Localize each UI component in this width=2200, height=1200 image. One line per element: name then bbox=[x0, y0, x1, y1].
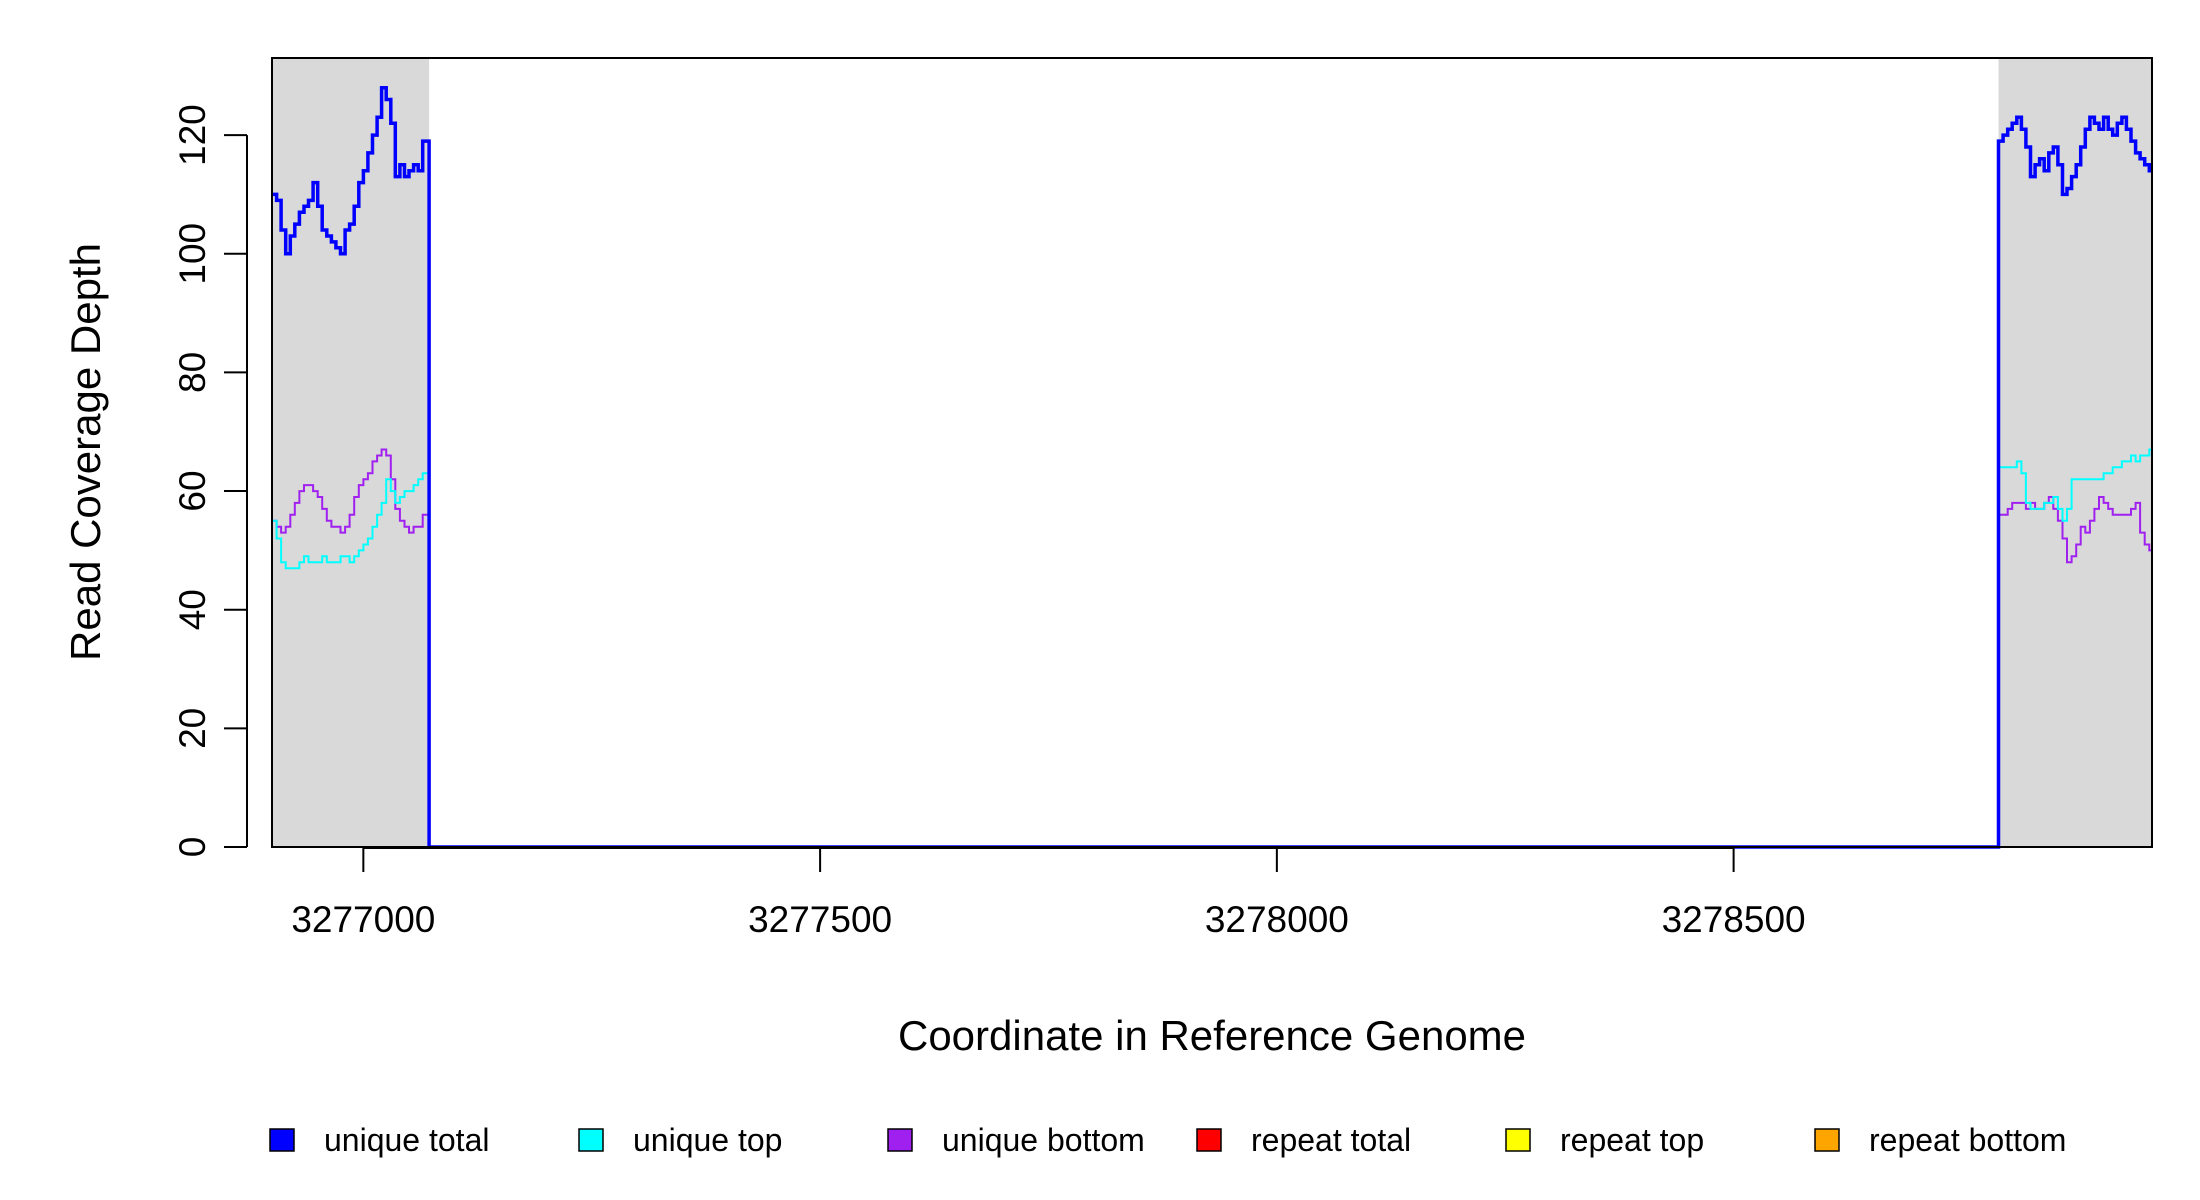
y-tick-label: 20 bbox=[172, 708, 213, 749]
x-axis: 3277000 3277500 3278000 3278500 bbox=[291, 847, 1806, 940]
legend-swatch-repeat-total bbox=[1196, 1128, 1222, 1152]
y-tick-label: 80 bbox=[172, 352, 213, 393]
y-tick-label: 100 bbox=[172, 223, 213, 285]
y-tick-label: 60 bbox=[172, 470, 213, 511]
legend-label-repeat-top: repeat top bbox=[1560, 1122, 1704, 1158]
x-tick-label: 3278500 bbox=[1662, 899, 1806, 940]
x-axis-title: Coordinate in Reference Genome bbox=[898, 1012, 1526, 1059]
y-tick-label: 0 bbox=[172, 837, 213, 858]
shaded-region-1 bbox=[272, 58, 430, 847]
legend-swatch-repeat-bottom bbox=[1814, 1128, 1840, 1152]
series-line-unique-total bbox=[272, 85, 2152, 849]
y-axis: 0 20 40 60 80 100 120 bbox=[172, 104, 248, 858]
y-tick-label: 120 bbox=[172, 104, 213, 166]
plot-frame bbox=[271, 57, 2153, 848]
legend-label-unique-top: unique top bbox=[633, 1122, 782, 1158]
series-line-unique-bottom bbox=[272, 448, 2152, 848]
series-lines bbox=[272, 85, 2152, 849]
shaded-regions bbox=[272, 58, 2152, 847]
legend-label-unique-total: unique total bbox=[324, 1122, 489, 1158]
series-line-unique-top bbox=[272, 448, 2152, 848]
x-tick-label: 3278000 bbox=[1205, 899, 1349, 940]
legend-label-repeat-bottom: repeat bottom bbox=[1869, 1122, 2066, 1158]
legend-swatch-unique-total bbox=[269, 1128, 295, 1152]
x-tick-label: 3277000 bbox=[291, 899, 435, 940]
legend-label-repeat-total: repeat total bbox=[1251, 1122, 1411, 1158]
y-axis-title: Read Coverage Depth bbox=[62, 243, 109, 661]
legend-label-unique-bottom: unique bottom bbox=[942, 1122, 1145, 1158]
y-tick-label: 40 bbox=[172, 589, 213, 630]
shaded-region-2 bbox=[1998, 58, 2152, 847]
x-tick-label: 3277500 bbox=[748, 899, 892, 940]
legend-swatch-unique-top bbox=[578, 1128, 604, 1152]
legend: unique total unique top unique bottom repea… bbox=[269, 1122, 2066, 1158]
legend-swatch-unique-bottom bbox=[887, 1128, 913, 1152]
legend-swatch-repeat-top bbox=[1505, 1128, 1531, 1152]
